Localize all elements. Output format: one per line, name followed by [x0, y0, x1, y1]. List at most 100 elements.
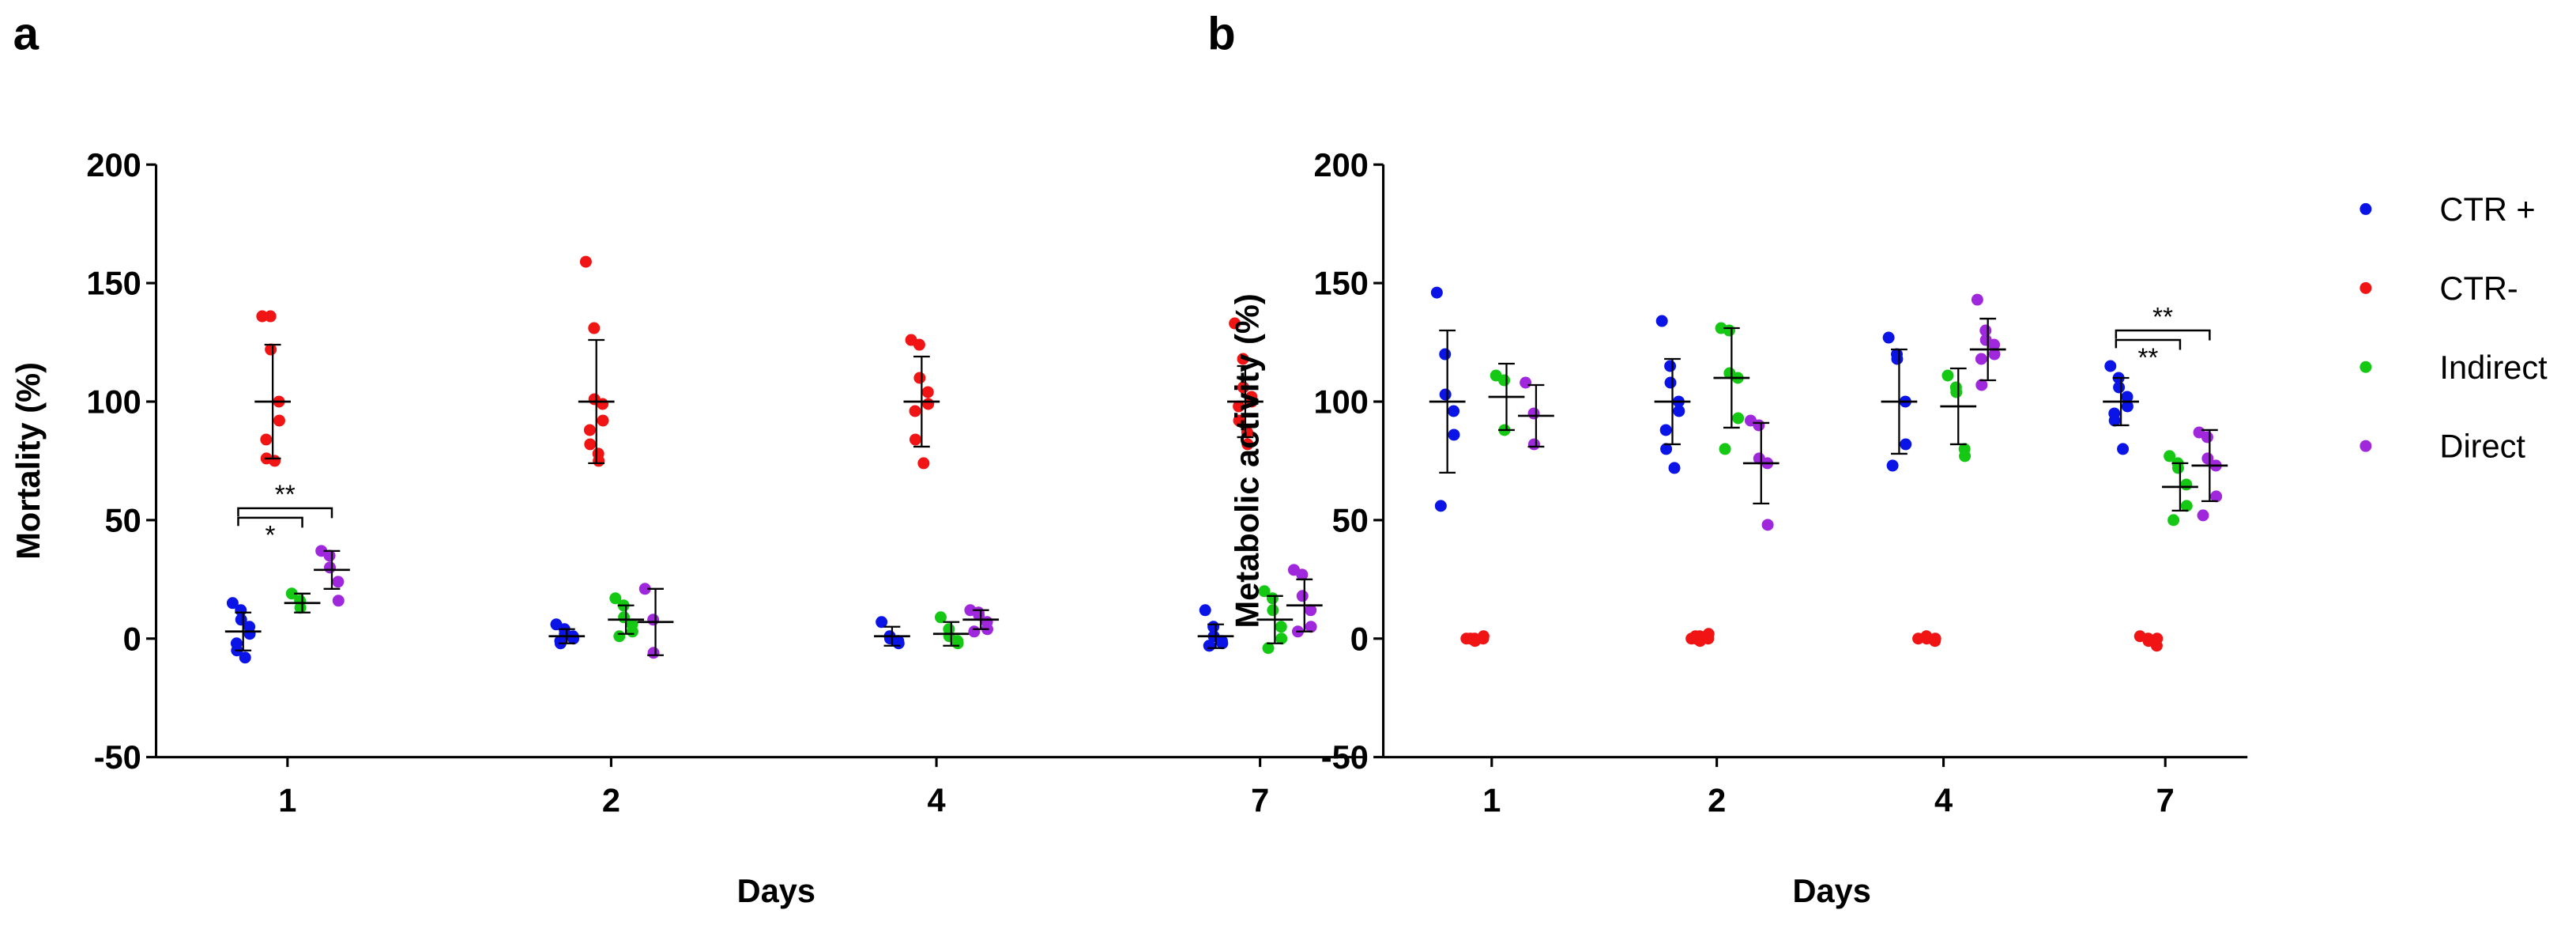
- data-point: [913, 372, 926, 384]
- data-point: [1527, 438, 1540, 451]
- y-tick-label: 50: [1332, 501, 1369, 538]
- data-point: [1229, 317, 1241, 330]
- x-tick-label: 1: [278, 781, 296, 818]
- data-point: [1498, 374, 1511, 387]
- significance-label: **: [275, 481, 296, 510]
- data-point: [1430, 286, 1443, 299]
- x-tick-label: 4: [928, 781, 946, 818]
- data-point: [1988, 338, 2001, 351]
- x-tick-label: 2: [602, 781, 620, 818]
- data-point: [2113, 381, 2126, 394]
- data-point: [1664, 376, 1677, 389]
- data-point: [1655, 315, 1668, 327]
- significance-bracket: [2115, 338, 2182, 350]
- data-point: [579, 255, 592, 268]
- data-point: [1477, 630, 1489, 643]
- x-tick-label: 7: [2156, 781, 2175, 818]
- data-point: [876, 616, 888, 629]
- data-point: [1975, 353, 1987, 365]
- data-point: [1689, 632, 1702, 645]
- data-point: [2164, 450, 2176, 462]
- data-point: [1668, 462, 1681, 474]
- data-point: [1241, 426, 1253, 439]
- data-point: [2171, 462, 2184, 474]
- data-point: [584, 438, 597, 451]
- data-point: [332, 595, 345, 607]
- data-point: [323, 561, 336, 574]
- x-axis-label: Days: [737, 872, 815, 909]
- data-point: [1886, 459, 1899, 472]
- legend-marker: [2359, 440, 2372, 452]
- data-point: [922, 398, 935, 410]
- y-tick-label: 150: [1314, 265, 1369, 302]
- data-point: [1900, 438, 1912, 451]
- data-point: [626, 625, 638, 638]
- data-point: [285, 587, 298, 600]
- data-point: [588, 322, 601, 334]
- data-point: [1719, 443, 1731, 455]
- data-point: [226, 597, 239, 610]
- data-point: [1464, 632, 1477, 645]
- legend-marker: [2359, 202, 2372, 215]
- data-point: [1723, 324, 1735, 337]
- data-point: [1659, 424, 1672, 436]
- significance-label: **: [2137, 343, 2158, 372]
- data-point: [1267, 604, 1279, 617]
- x-axis-label: Days: [1792, 872, 1870, 909]
- significance-label: **: [2152, 303, 2173, 332]
- x-tick-label: 1: [1482, 781, 1501, 818]
- y-tick-label: 50: [105, 501, 141, 538]
- data-point: [1237, 381, 1249, 394]
- data-point: [1950, 386, 1963, 398]
- x-tick-label: 4: [1934, 781, 1953, 818]
- x-tick-label: 2: [1708, 781, 1726, 818]
- panel-letter: b: [1207, 8, 1236, 59]
- data-point: [1448, 405, 1460, 417]
- data-point: [1448, 429, 1460, 441]
- data-point: [269, 455, 281, 467]
- data-point: [909, 433, 921, 446]
- data-point: [1275, 621, 1287, 633]
- y-axis-label: Mortality (%): [9, 362, 47, 560]
- significance-bracket: [2115, 329, 2211, 341]
- data-point: [1891, 353, 1904, 365]
- data-point: [1296, 590, 1309, 602]
- data-point: [1233, 400, 1245, 413]
- data-point: [243, 628, 256, 640]
- data-point: [968, 625, 981, 638]
- data-point: [1233, 414, 1245, 427]
- data-point: [1203, 640, 1216, 652]
- data-point: [1988, 348, 2001, 361]
- data-point: [1305, 621, 1317, 633]
- data-point: [332, 576, 345, 588]
- data-point: [1882, 331, 1895, 344]
- data-point: [265, 343, 277, 356]
- data-point: [1199, 604, 1211, 617]
- data-point: [892, 637, 905, 650]
- data-point: [1732, 412, 1745, 425]
- y-tick-label: 100: [86, 383, 141, 421]
- data-point: [2151, 632, 2164, 645]
- data-point: [597, 414, 609, 427]
- data-point: [1241, 438, 1254, 451]
- data-point: [260, 433, 273, 446]
- data-point: [583, 424, 596, 436]
- data-point: [1216, 637, 1229, 650]
- data-point: [921, 386, 934, 398]
- data-point: [2108, 414, 2121, 427]
- y-tick-label: 200: [86, 146, 141, 183]
- data-point: [613, 630, 626, 643]
- legend-marker: [2359, 361, 2372, 373]
- data-point: [2210, 490, 2223, 503]
- data-point: [951, 637, 964, 650]
- data-point: [2104, 360, 2117, 372]
- data-point: [647, 614, 660, 626]
- data-point: [256, 310, 269, 323]
- y-tick-label: 0: [123, 620, 141, 657]
- data-point: [239, 651, 251, 664]
- y-axis-label: Metabolic activity (%): [1229, 293, 1266, 628]
- data-point: [1660, 443, 1673, 455]
- legend-label: CTR +: [2439, 191, 2535, 228]
